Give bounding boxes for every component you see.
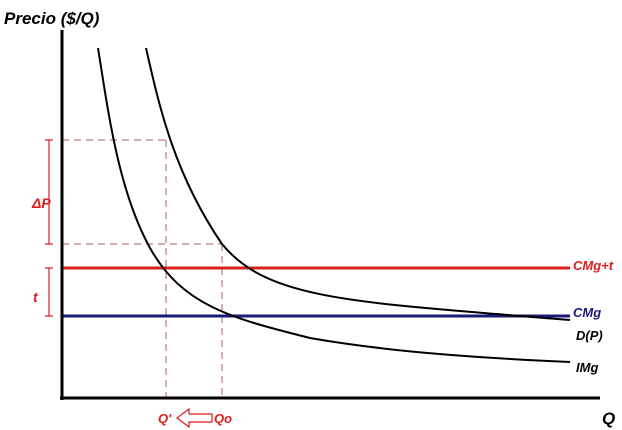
delta-p-label: ΔP [31, 195, 51, 211]
img-label: IMg [576, 360, 598, 375]
img-curve [97, 47, 571, 363]
cmg-label: CMg [573, 305, 601, 320]
q-prime-label: Q' [158, 411, 172, 426]
y-axis-label: Precio ($/Q) [4, 9, 100, 28]
delta-p-bracket [45, 139, 53, 245]
tax-bracket [45, 267, 53, 317]
demand-label: D(P) [576, 328, 603, 343]
cmg-plus-tax-label: CMg+t [573, 258, 614, 273]
quantity-shift-arrow [176, 407, 213, 429]
demand-curve [145, 47, 571, 321]
q-o-label: Qo [214, 411, 232, 426]
t-label: t [33, 289, 39, 305]
x-axis-label: Q [602, 409, 615, 428]
